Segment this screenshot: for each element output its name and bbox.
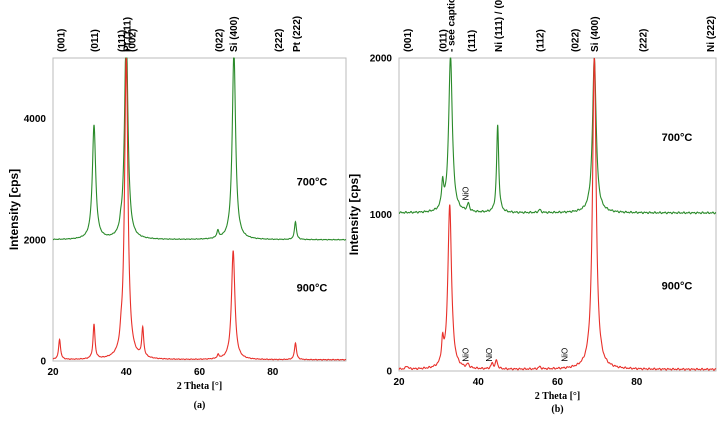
peak-label: (002): [128, 29, 139, 52]
peak-label: (111): [467, 30, 478, 52]
x-tick-label: 60: [552, 377, 564, 388]
x-tick-label: 60: [194, 367, 206, 378]
panel-a: 700°C 900°C (001) (011) (111)Pt (111)(002) (0…: [7, 16, 347, 411]
peak-label: Ni (222): [706, 16, 717, 52]
y-tick-label: 2000: [370, 54, 393, 65]
y-tick-label: 4000: [24, 114, 47, 125]
x-tick-label: 20: [47, 367, 59, 378]
x-tick-label: 80: [631, 377, 643, 388]
peak-label: Si (400): [590, 16, 601, 52]
peak-label: Si (400): [229, 16, 240, 52]
y-tick-label: 1000: [370, 210, 393, 221]
panel-label: (a): [194, 400, 206, 411]
peak-label: (001): [403, 29, 414, 52]
peak-label: Pt (111): [122, 17, 133, 52]
y-tick-label: 2000: [24, 235, 47, 246]
plot-area: [398, 57, 717, 372]
peak-label: (022): [215, 29, 226, 52]
peak-label: Pt (222): [292, 16, 303, 52]
y-tick-label: 0: [386, 367, 392, 378]
peak-label: - see caption: [447, 0, 458, 52]
x-tick-label: 80: [267, 367, 279, 378]
plot-area: [52, 57, 347, 362]
series-line-700c: [53, 57, 347, 241]
annotation-nio: NiO: [560, 348, 569, 362]
peak-label: (001): [56, 29, 67, 52]
peak-label: (222): [274, 29, 285, 52]
series-label: 700°C: [297, 176, 328, 188]
series-line-900c: [398, 57, 717, 371]
peak-label: (011): [439, 29, 450, 52]
y-axis-label: Intensity [cps]: [7, 169, 21, 250]
peak-label: (022): [571, 29, 582, 52]
peak-label: Ni (111) / (002): [494, 0, 505, 52]
x-tick-label: 40: [121, 367, 133, 378]
peak-label: (111): [117, 30, 128, 52]
panel-b: 700°C 900°C NiO NiO NiO NiO (001) (011)- see ca…: [347, 0, 717, 415]
series-line-700c: [398, 57, 717, 215]
panel-label: (b): [551, 404, 563, 415]
peak-label: (222): [639, 29, 650, 52]
annotation-nio: NiO: [461, 348, 470, 362]
peak-label: (112): [536, 29, 547, 52]
peak-label: (011): [90, 29, 101, 52]
annotation-nio: NiO: [461, 187, 470, 201]
x-axis-label: 2 Theta [°]: [177, 381, 222, 392]
series-label: 700°C: [662, 132, 693, 144]
x-axis-label: 2 Theta [°]: [535, 391, 580, 402]
y-tick-label: 0: [40, 357, 46, 368]
series-line-900c: [52, 57, 347, 361]
series-label: 900°C: [662, 281, 693, 293]
series-label: 900°C: [297, 282, 328, 294]
annotation-nio: NiO: [485, 348, 494, 362]
x-tick-label: 20: [393, 377, 405, 388]
y-axis-label: Intensity [cps]: [347, 174, 361, 255]
x-tick-label: 40: [473, 377, 485, 388]
